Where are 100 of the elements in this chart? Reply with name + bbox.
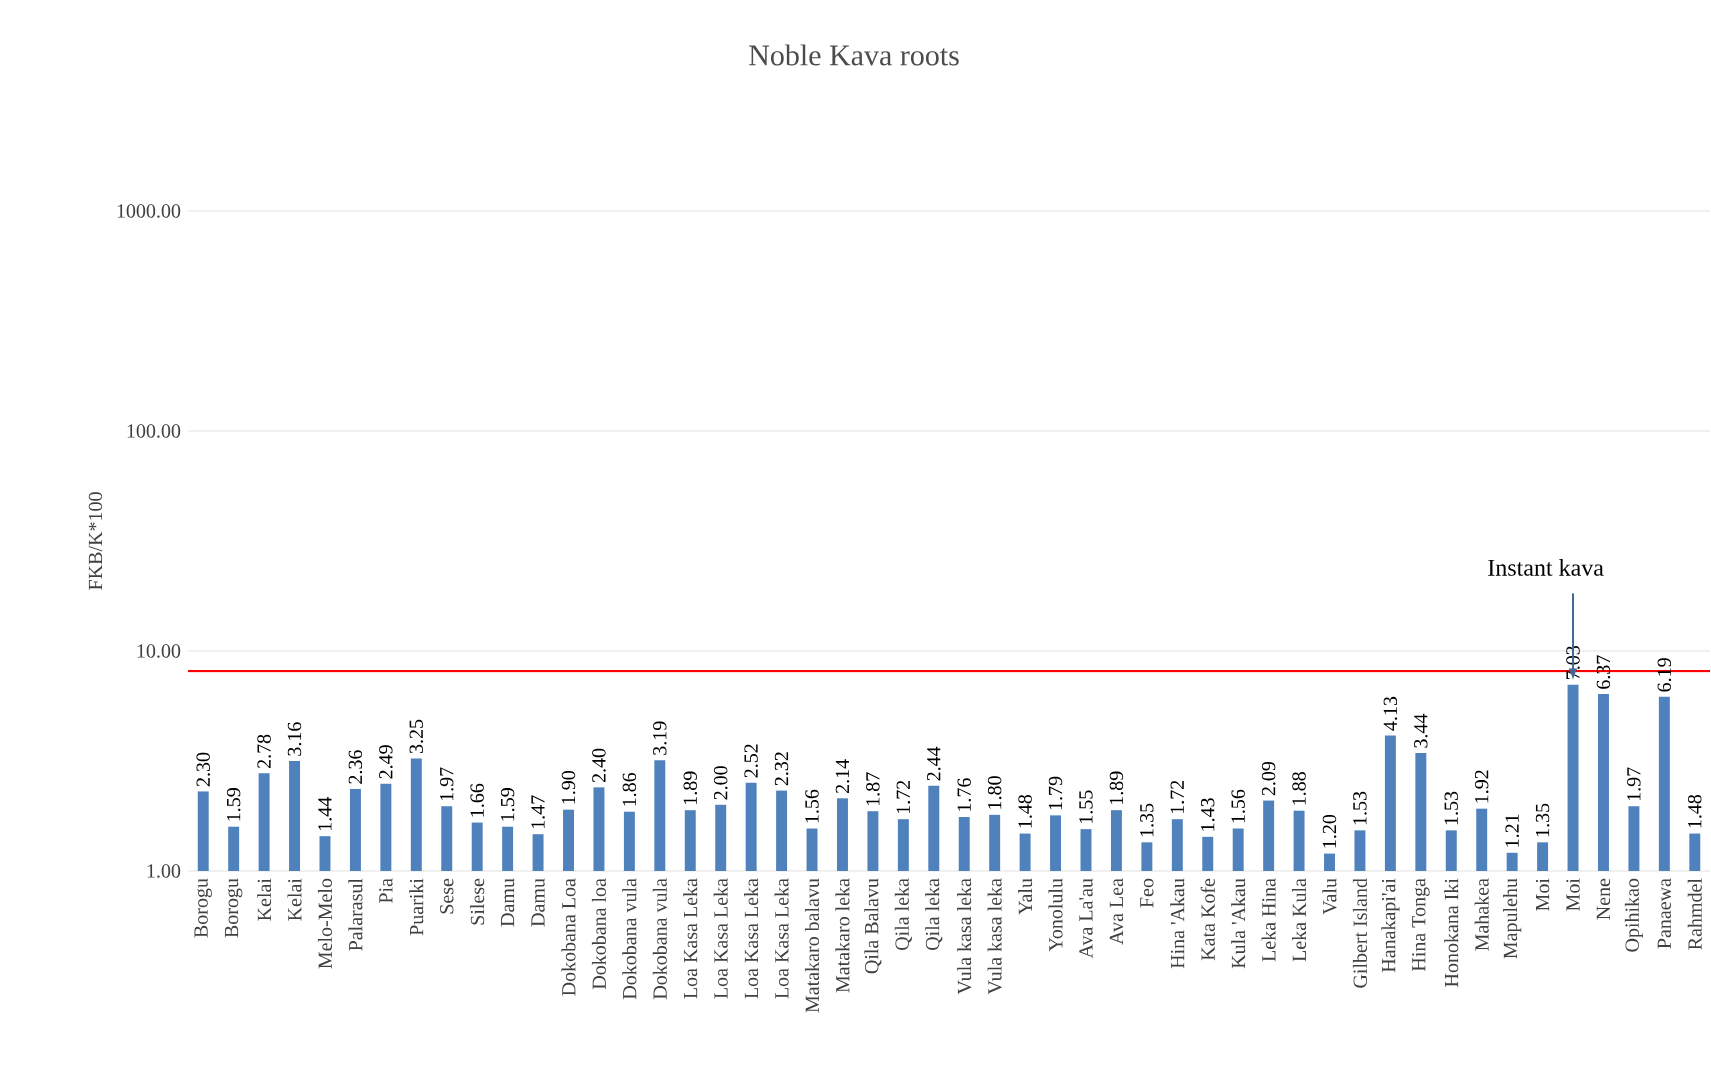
- data-label: 1.48: [1018, 794, 1032, 828]
- x-tick-label: Qila leka: [894, 878, 912, 950]
- data-label: 2.44: [927, 746, 941, 781]
- data-label: 1.89: [1109, 771, 1124, 805]
- x-tick-label: Loa Kasa Leka: [713, 878, 728, 999]
- data-label: 2.49: [379, 745, 393, 779]
- x-tick-label: Honokana Iki: [1444, 878, 1459, 987]
- data-label: 1.56: [805, 789, 819, 823]
- y-tick-label: 100.00: [127, 424, 181, 438]
- data-label: 3.16: [287, 722, 302, 756]
- data-label: 2.52: [744, 744, 758, 778]
- x-tick-label: Yonolulu: [1048, 878, 1063, 952]
- x-tick-label: Pia: [379, 878, 393, 904]
- data-label: 1.66: [470, 783, 484, 817]
- data-label: 1.88: [1292, 772, 1306, 805]
- data-label: 2.36: [348, 750, 363, 784]
- data-label: 3.44: [1414, 713, 1428, 748]
- x-tick-label: Dokobana Loa: [561, 878, 576, 996]
- x-tick-label: Opihikao: [1624, 878, 1643, 952]
- data-label: 1.72: [896, 780, 911, 814]
- data-label: 4.13: [1383, 696, 1398, 731]
- x-tick-label: Dokobana vula: [652, 878, 667, 1000]
- data-label: 1.90: [561, 771, 576, 804]
- x-tick-label: Leka Hina: [1261, 878, 1276, 962]
- x-tick-label: Qila Balavu: [864, 878, 882, 974]
- data-label: 2.09: [1261, 761, 1276, 796]
- x-tick-label: Ava Lea: [1109, 878, 1124, 945]
- data-label: 1.43: [1200, 798, 1215, 831]
- x-tick-label: Loa Kasa Leka: [744, 878, 759, 999]
- x-tick-label: Leka Kula: [1292, 878, 1307, 962]
- x-tick-label: Valu: [1322, 878, 1337, 915]
- data-label: 1.44: [318, 797, 332, 831]
- x-tick-label: Rahmdel: [1687, 878, 1702, 950]
- data-label: 1.35: [1535, 803, 1550, 837]
- x-tick-label: Yalu: [1018, 878, 1033, 915]
- data-label: 6.37: [1596, 655, 1611, 689]
- x-tick-label: Feo: [1140, 878, 1154, 908]
- x-tick-label: Matakaro balavu: [804, 878, 820, 1013]
- x-tick-label: Panaewa: [1657, 878, 1671, 949]
- data-label: 1.92: [1474, 770, 1489, 803]
- x-tick-label: Ava La'au: [1079, 878, 1093, 959]
- data-label: 2.40: [592, 748, 606, 783]
- x-tick-label: Vula kasa leka: [987, 878, 1002, 995]
- data-label: 6.19: [1657, 658, 1672, 692]
- x-tick-label: Loa Kasa Leka: [774, 878, 789, 999]
- data-label: 2.78: [257, 734, 271, 769]
- x-tick-label: Vula kasa leka: [957, 878, 972, 995]
- data-label: 2.32: [774, 752, 789, 786]
- x-tick-label: Kelai: [287, 878, 302, 921]
- x-tick-label: Nene: [1596, 878, 1611, 920]
- data-label: 1.72: [1170, 780, 1185, 814]
- x-tick-label: Silese: [470, 878, 485, 925]
- x-tick-label: Hina 'Akau: [1170, 878, 1185, 969]
- x-tick-label: Hanakapi'ai: [1381, 878, 1400, 973]
- x-tick-label: Loa Kasa Leka: [683, 878, 698, 999]
- x-tick-label: Mapulehu: [1503, 878, 1522, 959]
- data-label: 1.56: [1231, 789, 1245, 823]
- x-tick-label: Kata Kofe: [1200, 878, 1215, 961]
- x-tick-label: Kelai: [257, 878, 272, 921]
- data-label: 1.53: [1353, 791, 1367, 825]
- x-tick-label: Puariki: [409, 878, 424, 936]
- x-tick-label: Moi: [1566, 878, 1580, 911]
- data-label: 1.80: [987, 776, 1002, 809]
- data-label: 1.76: [957, 778, 971, 811]
- x-tick-label: Melo-Melo: [317, 878, 333, 969]
- data-label: 2.00: [713, 766, 728, 800]
- x-tick-label: Moi: [1535, 878, 1550, 911]
- data-label: 3.19: [653, 721, 667, 755]
- x-tick-label: Damu: [531, 878, 545, 927]
- data-label: 1.79: [1048, 776, 1063, 810]
- x-tick-label: Kula 'Akau: [1231, 878, 1246, 969]
- x-tick-label: Dokobana loa: [591, 878, 606, 990]
- chart-title: Noble Kava roots: [749, 44, 959, 66]
- x-tick-label: Borogu: [194, 878, 212, 938]
- y-axis-title: FKB/K*100: [88, 492, 103, 590]
- data-label: 1.97: [439, 767, 454, 801]
- y-tick-label: 1000.00: [117, 204, 181, 218]
- data-label: 1.59: [500, 788, 515, 821]
- y-tick-label: 1.00: [147, 864, 181, 878]
- x-tick-label: Borogu: [224, 878, 243, 938]
- data-label: 1.53: [1444, 791, 1459, 825]
- data-label: 1.20: [1322, 814, 1337, 848]
- data-label: 1.87: [866, 772, 880, 806]
- x-tick-label: Hina Tonga: [1412, 878, 1430, 972]
- x-tick-label: Palarasul: [348, 878, 363, 951]
- x-tick-label: Gilbert Island: [1352, 878, 1367, 988]
- data-label: 1.97: [1627, 767, 1641, 801]
- data-label: 1.89: [683, 771, 698, 805]
- data-label: 2.30: [196, 752, 211, 787]
- annotation: Instant kava: [1488, 558, 1604, 576]
- data-label: 1.47: [531, 795, 545, 829]
- data-label: 1.86: [622, 772, 637, 806]
- data-label: 1.55: [1079, 790, 1093, 823]
- x-tick-label: Sese: [440, 878, 454, 914]
- data-label: 1.35: [1140, 803, 1154, 837]
- x-tick-label: Matakaro leka: [835, 878, 850, 993]
- data-label: 1.59: [226, 788, 241, 821]
- data-label: 3.25: [409, 719, 424, 754]
- x-tick-label: Damu: [500, 878, 515, 927]
- x-tick-label: Qila leka: [925, 878, 943, 950]
